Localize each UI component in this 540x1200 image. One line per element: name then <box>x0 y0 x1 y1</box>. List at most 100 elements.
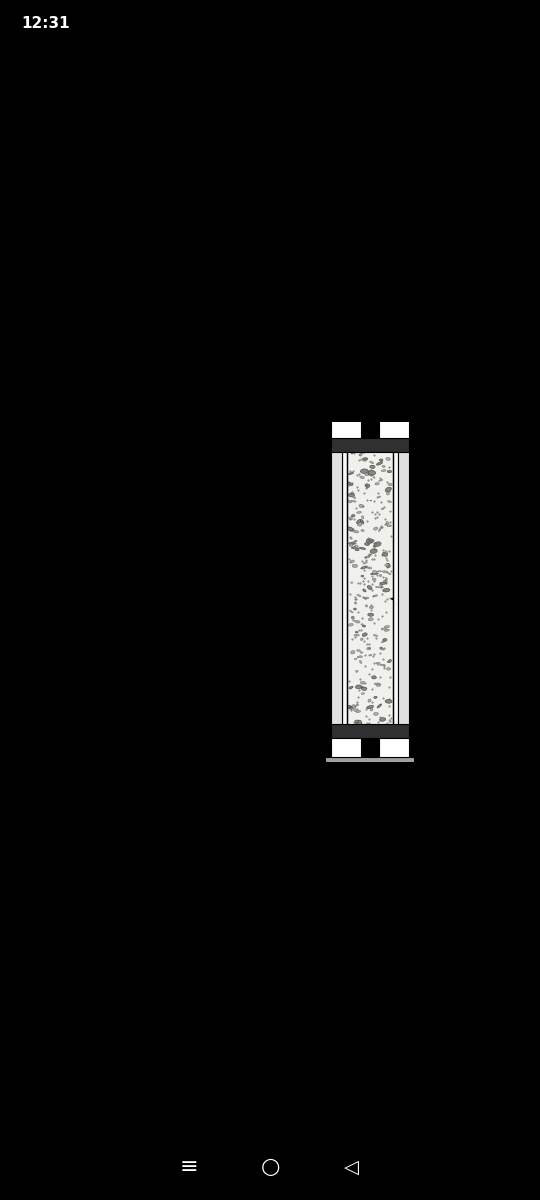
Ellipse shape <box>347 500 352 503</box>
Ellipse shape <box>384 629 389 631</box>
Ellipse shape <box>366 539 374 544</box>
Ellipse shape <box>362 632 367 636</box>
Ellipse shape <box>375 482 379 485</box>
Ellipse shape <box>375 726 381 727</box>
Bar <box>399 438 409 738</box>
Ellipse shape <box>356 704 359 706</box>
Ellipse shape <box>361 516 364 520</box>
Ellipse shape <box>352 547 356 548</box>
Ellipse shape <box>360 652 363 653</box>
Ellipse shape <box>388 484 393 486</box>
Ellipse shape <box>355 685 362 689</box>
Ellipse shape <box>354 635 360 636</box>
Ellipse shape <box>386 563 390 568</box>
Text: the ties between vertical braces spaced: the ties between vertical braces spaced <box>16 648 267 661</box>
Ellipse shape <box>366 605 368 607</box>
Ellipse shape <box>369 606 374 608</box>
Ellipse shape <box>353 726 355 728</box>
Ellipse shape <box>379 587 383 588</box>
Text: Form: Form <box>400 564 467 577</box>
Ellipse shape <box>352 564 357 568</box>
Ellipse shape <box>369 539 372 541</box>
Ellipse shape <box>380 583 383 586</box>
Ellipse shape <box>360 638 363 641</box>
Ellipse shape <box>354 540 357 542</box>
Ellipse shape <box>351 500 356 502</box>
Ellipse shape <box>380 458 383 461</box>
Ellipse shape <box>350 650 355 654</box>
Ellipse shape <box>367 586 372 589</box>
Ellipse shape <box>367 706 374 709</box>
Text: 4. Assume that the wet concrete (s.w. =: 4. Assume that the wet concrete (s.w. = <box>16 456 268 469</box>
Ellipse shape <box>350 529 355 532</box>
Ellipse shape <box>350 560 354 563</box>
Ellipse shape <box>348 623 353 626</box>
Ellipse shape <box>360 660 362 664</box>
Ellipse shape <box>373 546 376 547</box>
Ellipse shape <box>354 726 361 728</box>
Ellipse shape <box>370 466 375 468</box>
Ellipse shape <box>352 704 356 708</box>
Ellipse shape <box>387 667 390 671</box>
Ellipse shape <box>356 520 361 524</box>
Ellipse shape <box>360 682 365 684</box>
Ellipse shape <box>370 548 377 553</box>
Ellipse shape <box>356 511 361 514</box>
Ellipse shape <box>380 664 386 666</box>
Text: forms are held in place as shown, with: forms are held in place as shown, with <box>16 610 258 623</box>
Ellipse shape <box>361 624 363 625</box>
Ellipse shape <box>347 481 353 485</box>
Ellipse shape <box>355 722 357 725</box>
Ellipse shape <box>357 722 362 726</box>
Ellipse shape <box>386 457 390 461</box>
Ellipse shape <box>347 473 353 475</box>
Ellipse shape <box>354 545 359 547</box>
Ellipse shape <box>386 522 389 524</box>
Ellipse shape <box>351 450 353 454</box>
Bar <box>330 419 361 438</box>
Ellipse shape <box>377 662 380 665</box>
Ellipse shape <box>370 572 379 575</box>
Ellipse shape <box>383 580 388 583</box>
Ellipse shape <box>357 686 365 689</box>
Ellipse shape <box>374 683 377 685</box>
Ellipse shape <box>382 571 388 572</box>
Ellipse shape <box>363 589 366 592</box>
Bar <box>393 438 399 738</box>
Ellipse shape <box>383 553 385 554</box>
Ellipse shape <box>386 492 389 496</box>
Ellipse shape <box>357 720 362 725</box>
Ellipse shape <box>369 461 374 463</box>
Ellipse shape <box>384 625 390 628</box>
Ellipse shape <box>376 683 381 686</box>
Text: Concrete: Concrete <box>392 596 492 614</box>
Ellipse shape <box>377 683 380 685</box>
Text: 9 ft: 9 ft <box>252 582 274 594</box>
Ellipse shape <box>362 625 366 628</box>
Ellipse shape <box>383 588 390 592</box>
Ellipse shape <box>354 659 357 660</box>
Ellipse shape <box>379 480 383 481</box>
Ellipse shape <box>361 566 367 569</box>
Ellipse shape <box>375 587 379 588</box>
Ellipse shape <box>363 457 368 460</box>
Ellipse shape <box>369 654 372 656</box>
Ellipse shape <box>387 524 392 527</box>
Ellipse shape <box>368 613 374 617</box>
Ellipse shape <box>363 598 369 599</box>
Ellipse shape <box>380 528 382 529</box>
Ellipse shape <box>361 529 364 532</box>
Ellipse shape <box>385 700 392 703</box>
Ellipse shape <box>361 575 363 577</box>
Bar <box>379 419 409 438</box>
Ellipse shape <box>349 686 353 689</box>
Ellipse shape <box>364 473 369 475</box>
Ellipse shape <box>354 530 359 533</box>
Ellipse shape <box>349 544 353 547</box>
Ellipse shape <box>365 484 370 487</box>
Ellipse shape <box>380 731 383 733</box>
Ellipse shape <box>349 542 355 545</box>
Ellipse shape <box>387 572 391 575</box>
Ellipse shape <box>355 720 359 722</box>
Ellipse shape <box>388 660 392 662</box>
